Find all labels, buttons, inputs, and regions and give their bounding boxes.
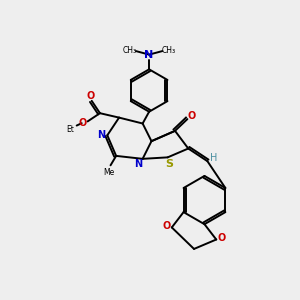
Text: Et: Et bbox=[66, 125, 74, 134]
Text: N: N bbox=[134, 158, 142, 169]
Text: O: O bbox=[188, 111, 196, 121]
Text: O: O bbox=[78, 118, 86, 128]
Text: Me: Me bbox=[103, 168, 114, 177]
Text: O: O bbox=[86, 92, 94, 101]
Text: N: N bbox=[98, 130, 106, 140]
Text: S: S bbox=[165, 159, 173, 169]
Text: CH₃: CH₃ bbox=[123, 46, 137, 55]
Text: N: N bbox=[145, 50, 154, 60]
Text: H: H bbox=[210, 153, 217, 163]
Text: O: O bbox=[162, 221, 171, 231]
Text: CH₃: CH₃ bbox=[161, 46, 175, 55]
Text: O: O bbox=[218, 233, 226, 243]
